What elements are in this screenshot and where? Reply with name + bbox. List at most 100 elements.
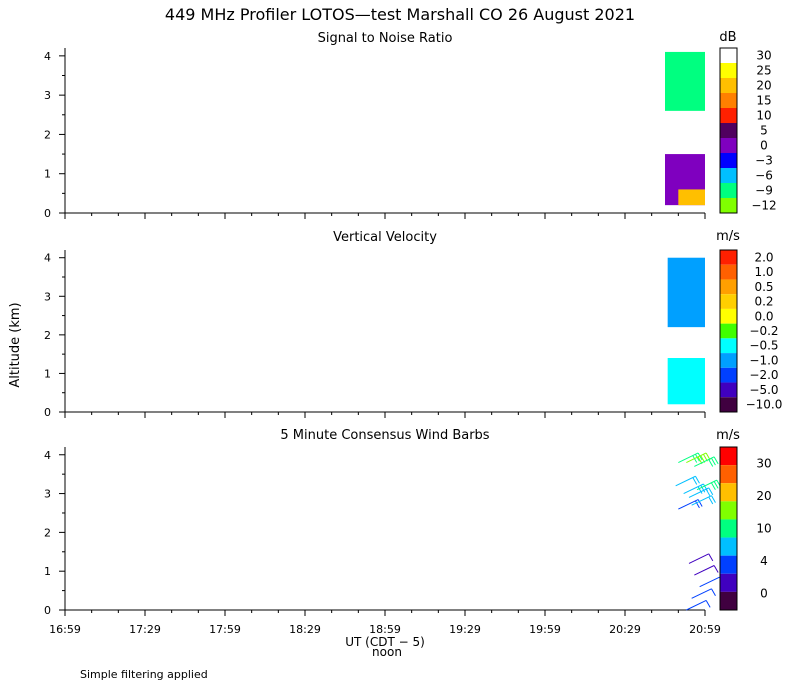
colorbar-swatch	[720, 397, 737, 412]
colorbar-label: 2.0	[754, 250, 773, 264]
colorbar-label: 1.0	[754, 265, 773, 279]
x-tick-label: 17:59	[209, 623, 241, 636]
colorbar-label: −12	[751, 199, 776, 213]
panel-title-wind-barbs: 5 Minute Consensus Wind Barbs	[280, 428, 489, 443]
colorbar-label: 5	[760, 124, 768, 138]
colorbar-label: 20	[756, 489, 771, 503]
y-tick-label: 4	[44, 449, 51, 462]
colorbar-label: 15	[756, 94, 771, 108]
colorbar-label: −5.0	[749, 383, 778, 397]
barb-shaft	[691, 495, 712, 506]
colorbar-swatch	[720, 353, 737, 368]
barb-flag	[713, 456, 719, 465]
colorbar-swatch	[720, 519, 737, 538]
barb-flag	[710, 482, 716, 490]
panel-wind-barbs: 5 Minute Consensus Wind Barbs m/s	[280, 428, 740, 443]
y-tick-label: 2	[44, 128, 51, 141]
y-tick-label: 0	[44, 207, 51, 220]
data-cell	[667, 358, 705, 405]
wind-barb	[675, 475, 700, 487]
colorbar: 30 20 10 4 0	[719, 446, 772, 611]
y-tick-label: 2	[44, 526, 51, 539]
y-tick-label: 1	[44, 168, 51, 181]
barb-shaft	[686, 452, 707, 463]
colorbar-swatch	[720, 78, 737, 93]
colorbar-label: 4	[760, 554, 768, 568]
barb-shaft	[678, 452, 699, 463]
x-tick-label: 16:59	[49, 623, 81, 636]
colorbar-label: 30	[756, 456, 771, 470]
barb-flag	[713, 481, 719, 489]
figure-title: 449 MHz Profiler LOTOS—test Marshall CO …	[165, 5, 635, 24]
colorbar-swatch	[720, 294, 737, 309]
barb-flag	[695, 475, 700, 484]
colorbar-swatch	[720, 447, 737, 466]
colorbar-label: −9	[755, 184, 773, 198]
colorbar-label: 0	[760, 587, 768, 601]
wind-barb	[691, 495, 716, 506]
barb-flag	[697, 499, 703, 507]
colorbar-label: 0	[760, 139, 768, 153]
barb-flag	[711, 457, 716, 466]
colorbar-swatch	[720, 198, 737, 213]
colorbar-unit-vertical-velocity: m/s	[716, 229, 740, 244]
colorbar-swatch	[720, 465, 737, 484]
panel-2-plot: 0 1 2 3 4 30 20 10 4 0	[44, 446, 772, 617]
colorbar-swatch	[720, 537, 737, 556]
barb-flag	[692, 477, 698, 485]
x-tick-label: 17:29	[129, 623, 161, 636]
colorbar-swatch	[720, 250, 737, 265]
wind-barb	[686, 599, 711, 611]
barb-shaft	[675, 475, 696, 487]
y-axis-label: Altitude (km)	[8, 302, 23, 387]
x-tick-label: 18:59	[369, 623, 401, 636]
colorbar-unit-snr: dB	[719, 30, 736, 45]
wind-barb	[678, 499, 703, 510]
barb-shaft	[699, 576, 720, 588]
y-tick-label: 1	[44, 565, 51, 578]
colorbar: 2.01.00.50.20.0−0.2−0.5−1.0−2.0−5.0−10.0	[719, 249, 782, 413]
barb-shaft	[678, 499, 699, 510]
wind-barb	[694, 565, 719, 576]
colorbar-swatch	[720, 483, 737, 502]
colorbar-swatch	[720, 555, 737, 574]
barb-shaft	[691, 588, 712, 599]
y-tick-label: 2	[44, 329, 51, 342]
y-tick-label: 3	[44, 488, 51, 501]
barb-flag	[697, 452, 703, 461]
colorbar-label: 30	[756, 49, 771, 63]
y-tick-label: 3	[44, 89, 51, 102]
x-axis-sublabel: noon	[372, 645, 402, 659]
barb-flag	[705, 488, 711, 497]
barb-flag	[708, 553, 714, 562]
barb-flag	[711, 588, 716, 597]
barb-shaft	[688, 553, 710, 564]
barb-flag	[700, 485, 706, 493]
colorbar-label: −3	[755, 154, 773, 168]
colorbar-swatch	[720, 279, 737, 295]
colorbar-swatch	[720, 591, 737, 610]
colorbar-label: 0.5	[754, 280, 773, 294]
colorbar-swatch	[720, 63, 737, 78]
y-tick-label: 4	[44, 50, 51, 63]
colorbar-label: −0.5	[749, 339, 778, 353]
wind-barb	[683, 483, 708, 495]
wind-barb	[688, 487, 714, 498]
colorbar-label: −1.0	[749, 353, 778, 367]
colorbar-swatch	[720, 48, 737, 63]
panel-snr: Signal to Noise Ratio dB	[318, 30, 737, 46]
colorbar-swatch	[720, 168, 737, 183]
panel-title-snr: Signal to Noise Ratio	[318, 31, 453, 46]
barb-flag	[708, 459, 714, 467]
x-tick-label: 20:29	[609, 623, 641, 636]
data-cell	[678, 189, 705, 206]
barb-flag	[697, 486, 703, 494]
colorbar-frame	[719, 249, 738, 413]
colorbar-swatch	[720, 123, 737, 138]
colorbar-swatch	[720, 153, 737, 168]
wind-barb	[678, 452, 703, 463]
barb-flag	[695, 500, 700, 509]
barb-shaft	[696, 479, 718, 491]
colorbar-label: −2.0	[749, 368, 778, 382]
